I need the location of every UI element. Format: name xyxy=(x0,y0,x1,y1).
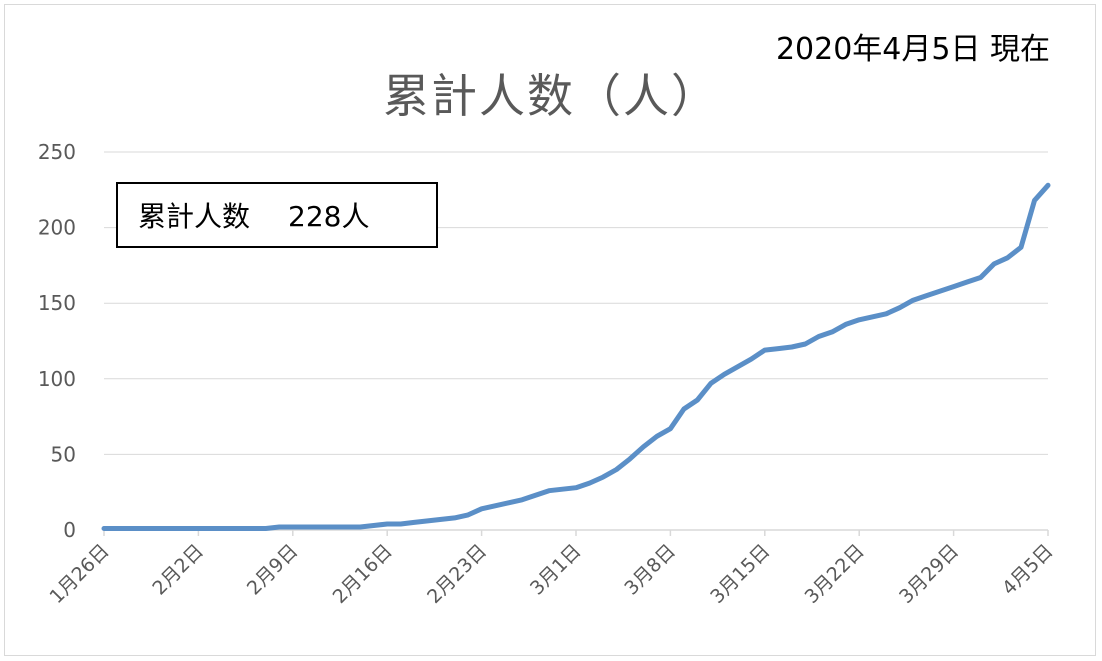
total-value: 228人 xyxy=(288,200,370,233)
gridlines xyxy=(104,151,1048,455)
y-tick-label: 50 xyxy=(51,442,76,466)
total-label: 累計人数 xyxy=(138,200,251,233)
total-annotation-box: 累計人数 228人 xyxy=(116,182,438,248)
x-tick-label: 1月26日 xyxy=(45,540,113,608)
y-tick-label: 250 xyxy=(38,140,76,164)
y-tick-label: 0 xyxy=(63,518,76,542)
series-line xyxy=(101,182,1051,531)
series xyxy=(101,182,1051,531)
x-tick-label: 2月23日 xyxy=(423,540,491,608)
x-tick-label: 3月1日 xyxy=(526,540,586,600)
chart-title: 累計人数（人） xyxy=(383,69,719,123)
x-tick-label: 2月2日 xyxy=(148,540,208,600)
y-tick-label: 150 xyxy=(38,291,76,315)
x-tick-label: 3月8日 xyxy=(620,540,680,600)
x-tick-label: 2月9日 xyxy=(243,540,303,600)
x-tick-label: 2月16日 xyxy=(329,540,397,608)
as-of-date: 2020年4月5日 現在 xyxy=(775,32,1050,67)
x-axis-ticks: 1月26日 2月2日 2月9日 2月16日 2月23日 3月1日 3月8日 3月15日 3月22… xyxy=(45,530,1058,608)
x-tick-label: 3月15日 xyxy=(706,540,774,608)
x-tick-label: 3月22日 xyxy=(801,540,869,608)
x-tick-label: 3月29日 xyxy=(895,540,963,608)
chart-frame xyxy=(4,4,1096,656)
y-axis-ticks: 0 50 100 150 200 250 xyxy=(38,140,76,542)
y-tick-label: 100 xyxy=(38,367,76,391)
x-tick-label: 4月5日 xyxy=(998,540,1058,600)
y-tick-label: 200 xyxy=(38,216,76,240)
